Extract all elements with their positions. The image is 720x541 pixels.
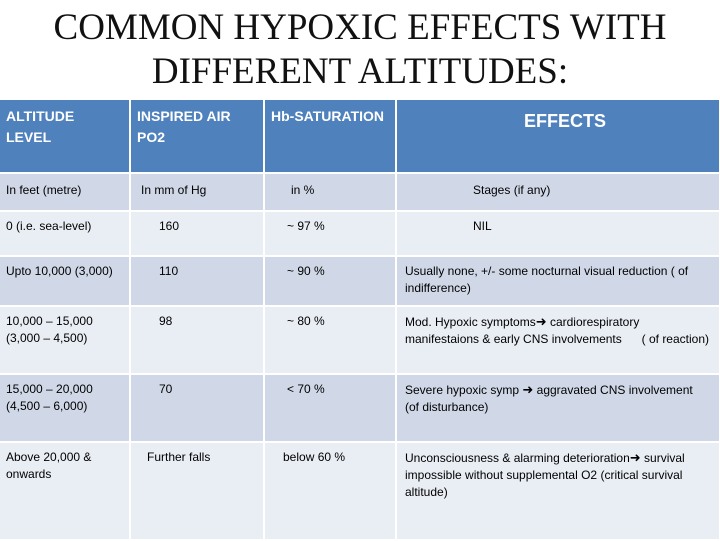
effect-text: Unconsciousness & alarming deterioration	[405, 451, 630, 465]
cell-altitude: 0 (i.e. sea-level)	[0, 211, 131, 257]
cell-altitude: 15,000 – 20,000 (4,500 – 6,000)	[0, 374, 131, 443]
effect-text: Usually none, +/- some nocturnal visual …	[405, 264, 689, 295]
effect-stage-tag: (critical survival altitude)	[405, 468, 683, 499]
header-effects: EFFECTS	[396, 100, 720, 174]
table-row: Upto 10,000 (3,000) 110 ~ 90 % Usually n…	[0, 256, 720, 307]
unit-po2: In mm of Hg	[130, 173, 265, 212]
effect-text: Severe hypoxic symp	[405, 383, 520, 397]
title-line-1: COMMON HYPOXIC EFFECTS WITH	[53, 7, 667, 48]
right-arrow-icon: ➜	[629, 450, 641, 465]
cell-altitude: Upto 10,000 (3,000)	[0, 256, 131, 307]
table-units-row: In feet (metre) In mm of Hg in % Stages …	[0, 173, 720, 212]
cell-po2: 70	[130, 374, 265, 443]
effect-text: Mod. Hypoxic symptoms	[405, 315, 536, 329]
effect-text-continued: survival impossible without supplemental…	[405, 451, 685, 482]
table-row: 15,000 – 20,000 (4,500 – 6,000) 70 < 70 …	[0, 374, 720, 443]
cell-effects: Unconsciousness & alarming deterioration…	[396, 442, 720, 541]
cell-effects: Severe hypoxic symp ➜ aggravated CNS inv…	[396, 374, 720, 443]
table-row: 10,000 – 15,000 (3,000 – 4,500) 98 ~ 80 …	[0, 306, 720, 375]
cell-saturation: < 70 %	[264, 374, 397, 443]
cell-effects: NIL	[396, 211, 720, 257]
effect-stage-tag: ( of reaction)	[641, 332, 709, 346]
table-row: Above 20,000 & onwards Further falls bel…	[0, 442, 720, 541]
cell-po2: Further falls	[130, 442, 265, 541]
slide-title: COMMON HYPOXIC EFFECTS WITH DIFFERENT AL…	[0, 6, 720, 94]
cell-saturation: ~ 80 %	[264, 306, 397, 375]
header-altitude-level: ALTITUDE LEVEL	[0, 100, 131, 174]
table-row: 0 (i.e. sea-level) 160 ~ 97 % NIL	[0, 211, 720, 257]
cell-po2: 160	[130, 211, 265, 257]
unit-saturation: in %	[264, 173, 397, 212]
cell-effects: Usually none, +/- some nocturnal visual …	[396, 256, 720, 307]
effect-text: NIL	[473, 219, 492, 233]
hypoxic-effects-table: ALTITUDE LEVEL INSPIRED AIR PO2 Hb-SATUR…	[0, 100, 720, 541]
table-header-row: ALTITUDE LEVEL INSPIRED AIR PO2 Hb-SATUR…	[0, 100, 720, 174]
right-arrow-icon: ➜	[522, 382, 534, 397]
title-line-2: DIFFERENT ALTITUDES:	[151, 51, 569, 92]
header-inspired-air-po2: INSPIRED AIR PO2	[130, 100, 265, 174]
cell-effects: Mod. Hypoxic symptoms➜ cardiorespiratory…	[396, 306, 720, 375]
effect-text-continued: aggravated CNS involvement (of disturban…	[405, 383, 693, 414]
cell-altitude: 10,000 – 15,000 (3,000 – 4,500)	[0, 306, 131, 375]
cell-po2: 110	[130, 256, 265, 307]
unit-effects: Stages (if any)	[396, 173, 720, 212]
cell-saturation: ~ 97 %	[264, 211, 397, 257]
cell-po2: 98	[130, 306, 265, 375]
effect-text-continued: cardiorespiratory manifestaions & early …	[405, 315, 640, 346]
cell-saturation: below 60 %	[264, 442, 397, 541]
cell-altitude: Above 20,000 & onwards	[0, 442, 131, 541]
right-arrow-icon: ➜	[535, 314, 547, 329]
cell-saturation: ~ 90 %	[264, 256, 397, 307]
unit-altitude: In feet (metre)	[0, 173, 131, 212]
header-hb-saturation: Hb-SATURATION	[264, 100, 397, 174]
